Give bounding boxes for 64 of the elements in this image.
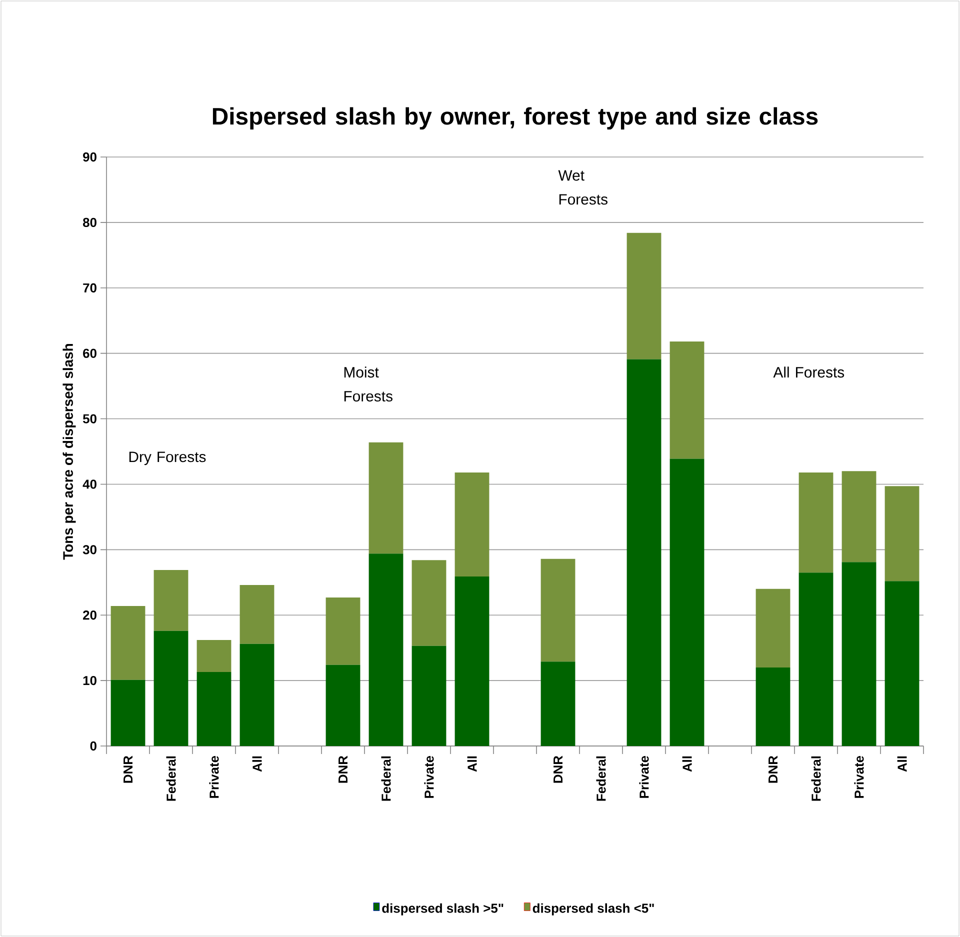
bar <box>196 672 232 746</box>
annotation: All Forests <box>773 366 844 378</box>
chart-title: Dispersed slash by owner, forest type and size class <box>212 107 818 130</box>
bar <box>884 581 920 746</box>
bar <box>154 570 188 631</box>
annotation: Wet Forests <box>558 170 608 205</box>
bar <box>368 442 404 554</box>
bar <box>454 472 490 576</box>
bar <box>670 458 704 746</box>
bar <box>454 576 490 746</box>
bar <box>626 232 662 360</box>
y-tick-label: 0 <box>90 741 96 751</box>
x-tick-label: All <box>252 756 262 772</box>
x-tick-label: DNR <box>124 756 132 783</box>
annotation: Moist Forests <box>344 366 392 402</box>
y-tick-label: 90 <box>83 152 96 162</box>
y-tick-label: 50 <box>82 414 96 424</box>
annotation: Dry Forests <box>129 452 206 466</box>
y-tick-label: 60 <box>83 348 96 358</box>
bar <box>110 680 146 746</box>
bar <box>884 486 920 582</box>
y-tick-label: 30 <box>82 545 96 554</box>
bar <box>326 664 360 746</box>
bar <box>670 342 704 459</box>
x-tick-label: Private <box>209 756 219 798</box>
y-tick-label: 80 <box>82 218 96 228</box>
y-tick-label: 40 <box>82 480 96 489</box>
bar <box>240 585 274 644</box>
bar <box>756 667 790 746</box>
y-tick-label: 20 <box>83 610 96 620</box>
y-axis-title: Tons per acre of dispersed slash <box>62 344 76 560</box>
bar <box>240 644 274 746</box>
x-tick-label: Federal <box>811 756 821 801</box>
bar <box>798 572 834 746</box>
bar <box>368 554 404 746</box>
x-tick-label: DNR <box>768 756 778 783</box>
bar <box>412 560 446 646</box>
bar <box>540 662 576 746</box>
x-tick-label: Federal <box>381 756 391 801</box>
x-tick-label: All <box>467 756 477 772</box>
bar <box>756 588 790 668</box>
y-tick-label: 10 <box>83 676 96 686</box>
x-tick-label: All <box>682 756 692 772</box>
x-tick-label: DNR <box>338 756 348 783</box>
bar <box>626 359 662 746</box>
x-tick-label: Federal <box>596 756 606 801</box>
x-tick-label: All <box>897 756 907 772</box>
y-tick-label: 70 <box>83 283 96 292</box>
bar <box>842 562 876 746</box>
bar <box>798 472 834 573</box>
bar <box>412 646 446 746</box>
bar <box>842 471 876 562</box>
bar <box>110 606 146 680</box>
x-tick-label: Private <box>424 756 434 798</box>
legend-label: dispersed slash >5" <box>382 903 504 916</box>
bar <box>326 597 360 665</box>
x-tick-label: DNR <box>554 756 562 783</box>
x-tick-label: Private <box>854 756 864 798</box>
legend-label: dispersed slash <5" <box>532 903 654 916</box>
bar <box>154 630 188 746</box>
bar <box>196 640 232 672</box>
bar <box>540 558 576 662</box>
x-tick-label: Private <box>639 756 649 798</box>
x-tick-label: Federal <box>166 756 176 801</box>
